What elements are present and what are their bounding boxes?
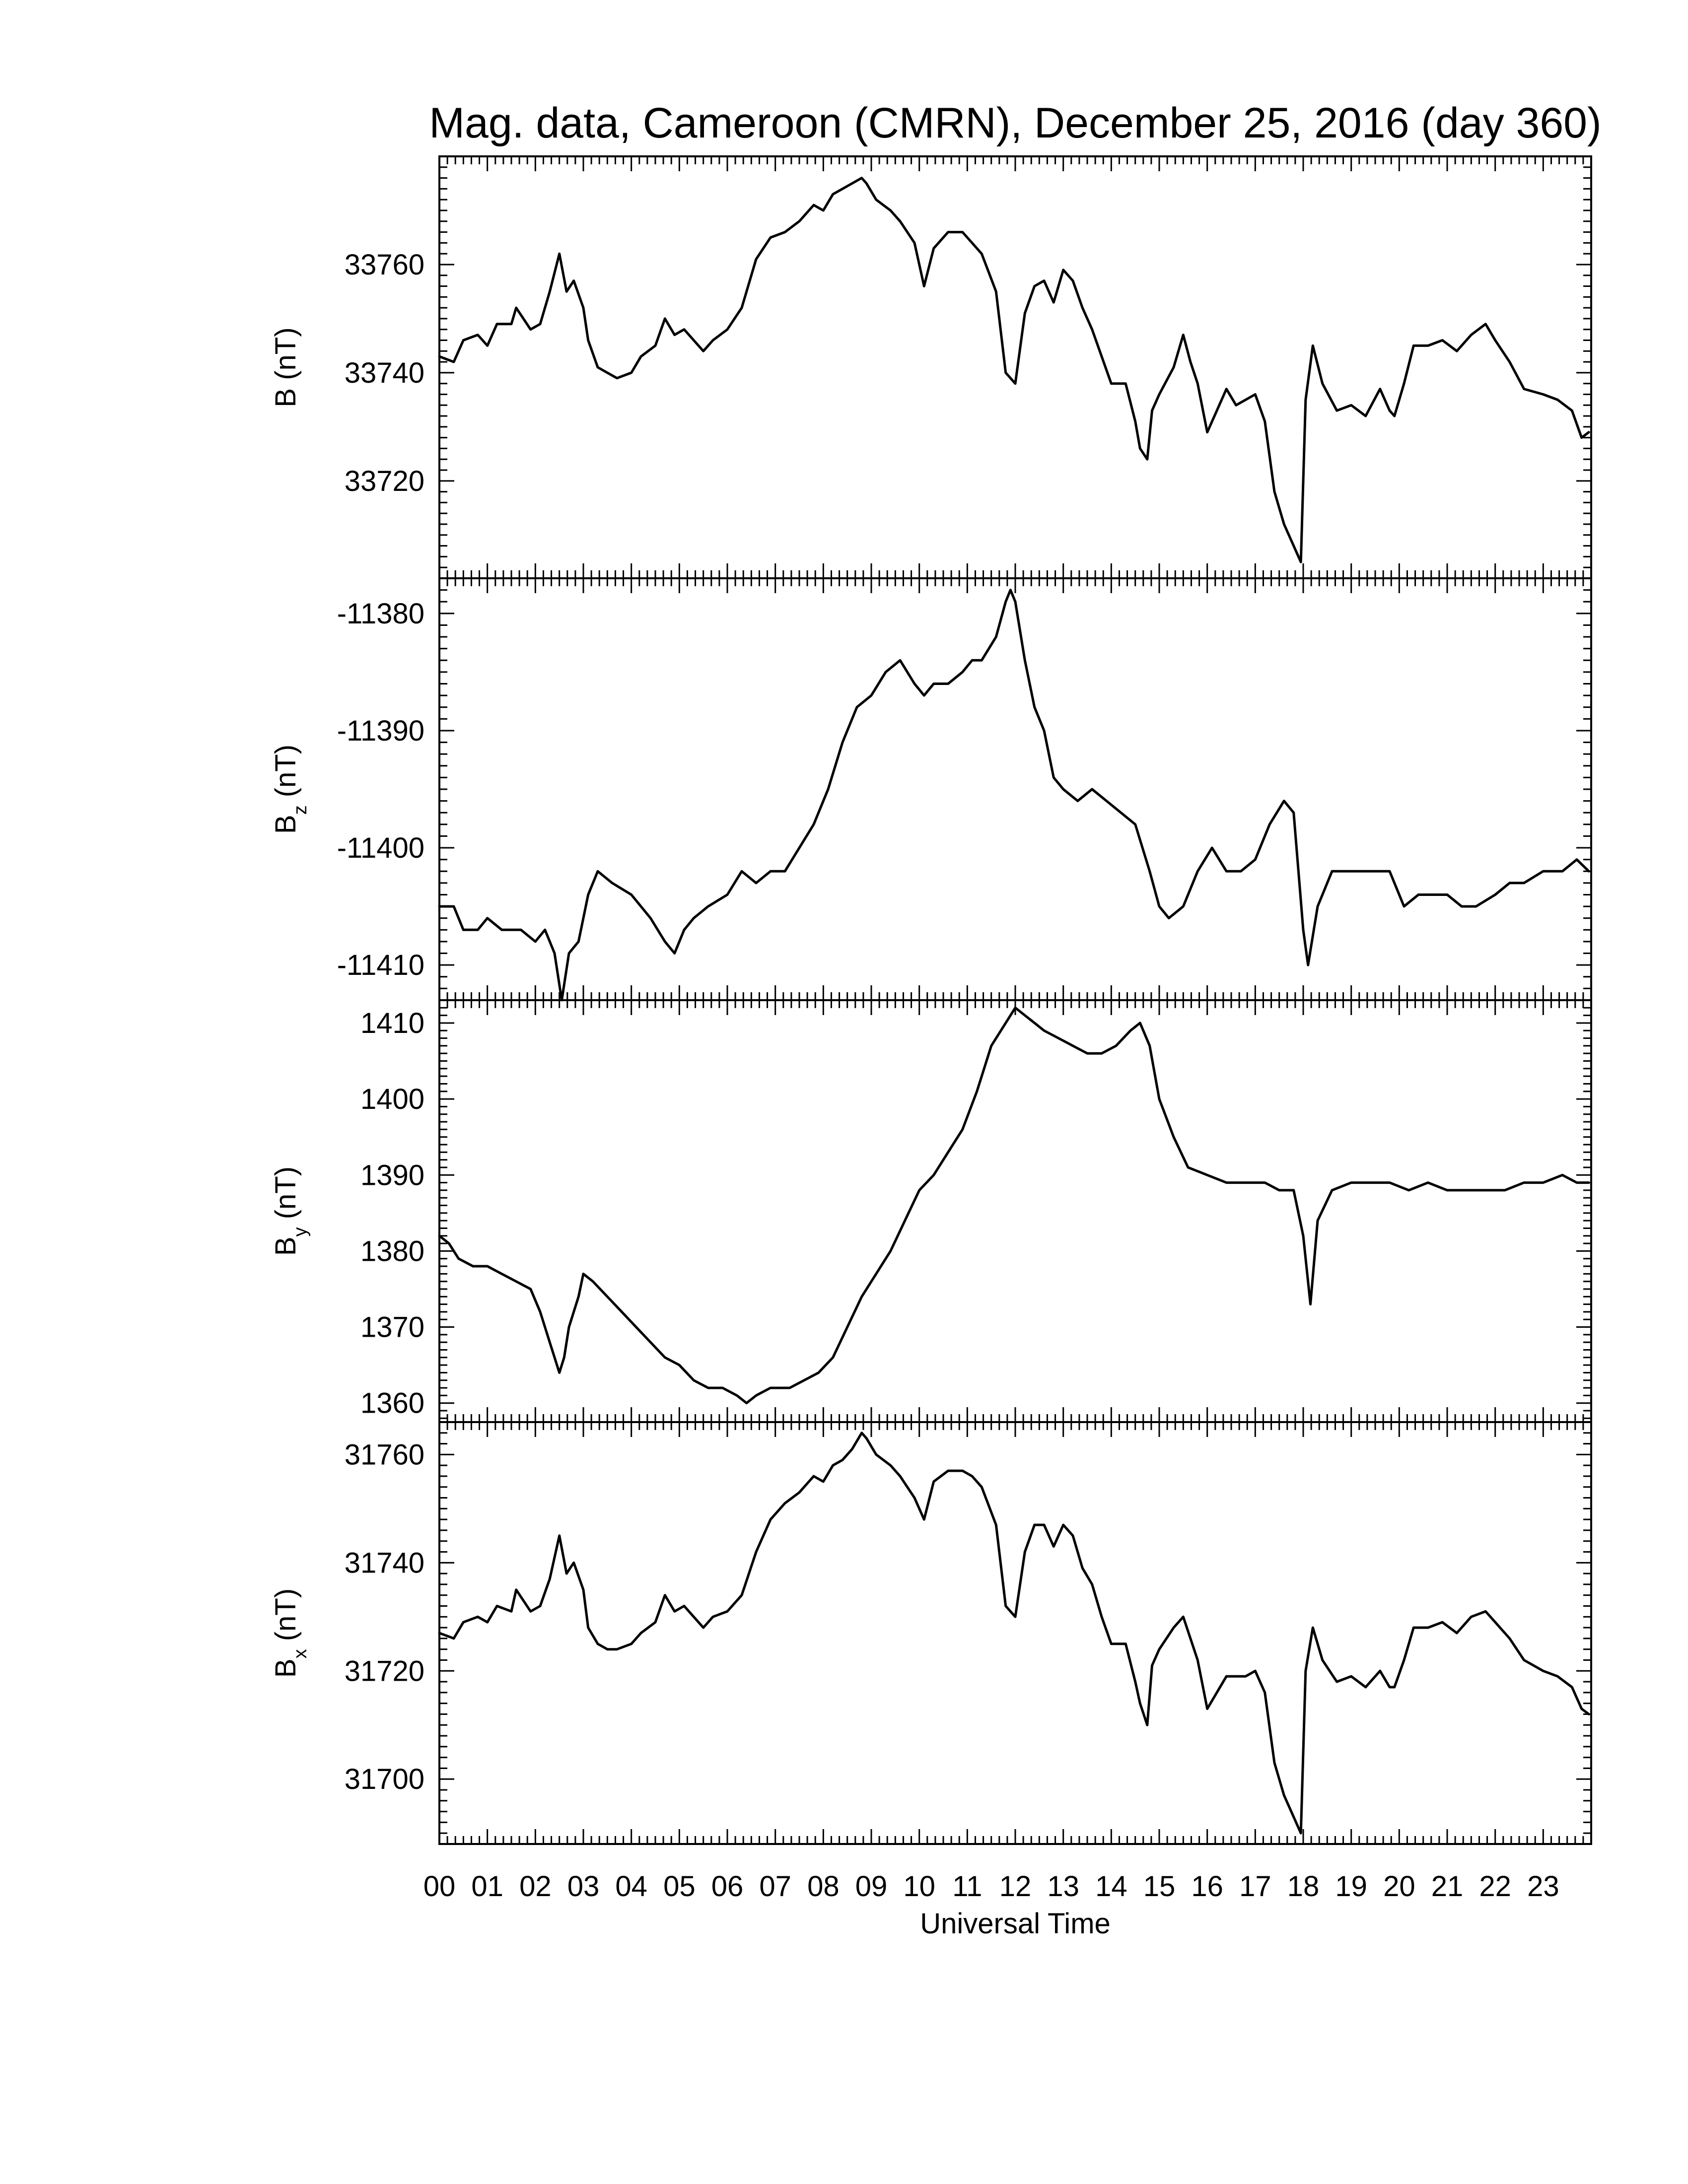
x-tick-label: 22 — [1479, 1870, 1511, 1903]
x-tick-label: 14 — [1095, 1870, 1127, 1903]
panel-frame — [438, 999, 1592, 1423]
y-axis-label-main: B — [270, 1658, 302, 1678]
y-axis-label-main: B — [270, 815, 302, 834]
y-axis-label-unit: (nT) — [270, 327, 302, 388]
y-axis-label: Bx (nT) — [270, 1588, 311, 1678]
y-tick-label: 33760 — [345, 249, 424, 281]
panel-Bx: 31700 31720 31740 31760 Bx (nT) — [270, 1421, 1592, 1845]
y-tick-label: 1410 — [360, 1007, 424, 1039]
x-tick-label: 01 — [471, 1870, 503, 1903]
x-tick-label: 16 — [1191, 1870, 1223, 1903]
y-axis-label: Bz (nT) — [270, 745, 311, 834]
x-tick-label: 15 — [1143, 1870, 1176, 1903]
series-line-B — [438, 177, 1590, 563]
y-tick-label: 31720 — [345, 1655, 424, 1687]
x-tick-label: 12 — [999, 1870, 1032, 1903]
y-axis-label-main: B — [270, 1236, 302, 1256]
y-axis-label-main: B — [270, 388, 302, 408]
y-axis-label-sub: y — [290, 1227, 311, 1236]
y-tick-label: 1400 — [360, 1083, 424, 1115]
panel-By: 1360 1370 1380 1390 1400 1410 By (nT) — [270, 999, 1592, 1423]
y-tick-label: 1370 — [360, 1311, 424, 1344]
panel-frame — [438, 155, 1592, 579]
y-tick-label: 33720 — [345, 465, 424, 497]
y-axis-label: By (nT) — [270, 1166, 311, 1256]
y-tick-label: 1360 — [360, 1387, 424, 1420]
x-tick-label: 02 — [519, 1870, 552, 1903]
x-tick-label: 20 — [1383, 1870, 1415, 1903]
x-tick-label: 04 — [615, 1870, 647, 1903]
y-axis-label-unit: (nT) — [270, 1588, 302, 1649]
y-axis-label-sub: z — [290, 805, 311, 815]
y-tick-label: 1380 — [360, 1235, 424, 1267]
y-tick-label: -11390 — [337, 715, 424, 747]
x-tick-label: 05 — [663, 1870, 696, 1903]
x-tick-label: 17 — [1239, 1870, 1271, 1903]
x-tick-label: 11 — [952, 1870, 982, 1903]
figure-title: Mag. data, Cameroon (CMRN), December 25,… — [429, 99, 1601, 147]
panel-B: 33720 33740 33760 B (nT) — [270, 155, 1592, 579]
y-axis-label-unit: (nT) — [270, 745, 302, 805]
panel-frame — [438, 1421, 1592, 1845]
x-tick-label: 18 — [1287, 1870, 1320, 1903]
y-axis-label-unit: (nT) — [270, 1166, 302, 1227]
x-tick-label: 21 — [1431, 1870, 1464, 1903]
x-tick-label: 07 — [759, 1870, 791, 1903]
x-tick-label: 03 — [567, 1870, 600, 1903]
x-axis: 00 01 02 03 04 05 06 07 08 09 10 11 12 13 14 15 16 17 18 19… — [423, 1870, 1559, 1903]
y-tick-label: 31740 — [345, 1547, 424, 1579]
x-tick-label: 13 — [1047, 1870, 1079, 1903]
x-tick-label: 08 — [807, 1870, 840, 1903]
panel-frame — [438, 577, 1592, 1001]
series-line-Bz — [438, 589, 1590, 1002]
y-tick-label: 1390 — [360, 1159, 424, 1191]
y-tick-label: 31760 — [345, 1438, 424, 1471]
series-line-Bx — [438, 1432, 1590, 1835]
y-tick-label: 31700 — [345, 1763, 424, 1795]
y-tick-label: -11410 — [337, 949, 424, 981]
x-tick-label: 10 — [903, 1870, 935, 1903]
x-tick-label: 09 — [855, 1870, 888, 1903]
y-tick-label: -11380 — [337, 598, 424, 630]
y-tick-label: 33740 — [345, 357, 424, 389]
x-tick-label: 06 — [711, 1870, 744, 1903]
x-tick-label: 00 — [423, 1870, 456, 1903]
y-axis-label-sub: x — [290, 1649, 311, 1658]
y-tick-label: -11400 — [337, 832, 424, 864]
x-axis-label: Universal Time — [920, 1908, 1111, 1940]
panel-Bz: -11380 -11390 -11400 -11410 Bz (nT) — [270, 577, 1592, 1002]
series-line-By — [438, 1006, 1590, 1405]
x-tick-label: 19 — [1335, 1870, 1367, 1903]
y-axis-label: B (nT) — [270, 327, 302, 407]
x-tick-label: 23 — [1527, 1870, 1559, 1903]
